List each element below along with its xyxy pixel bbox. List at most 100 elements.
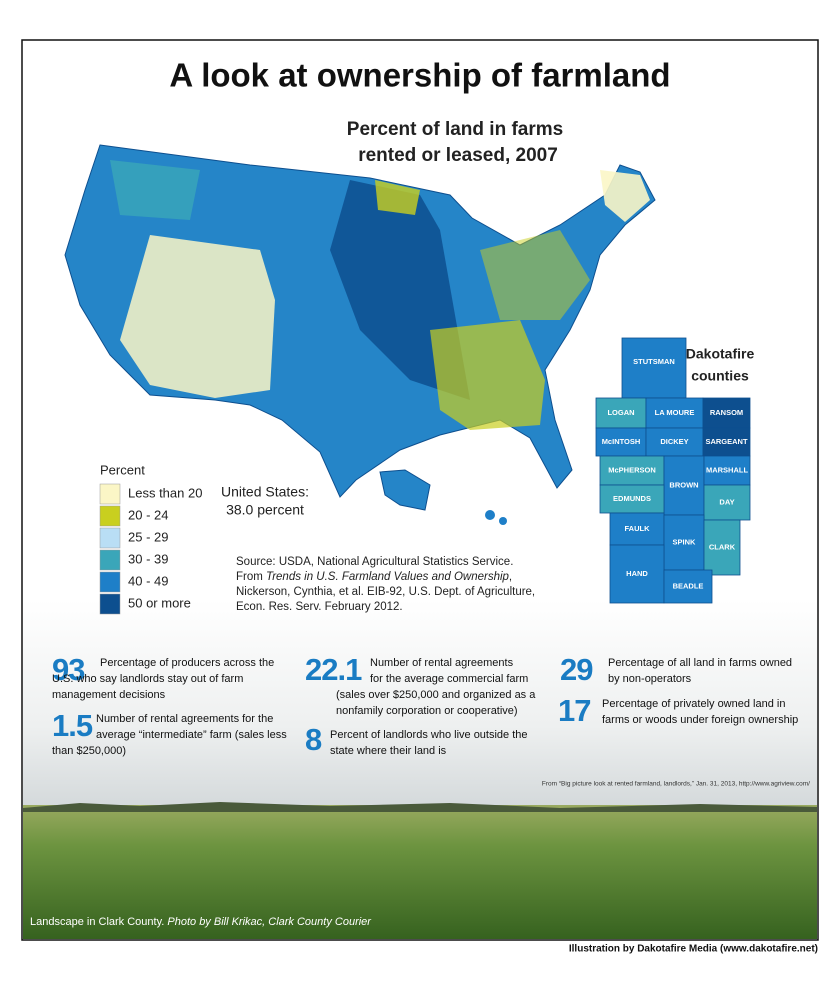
stat-value: 22.1 — [305, 652, 362, 687]
county — [645, 397, 704, 429]
stat-text: Number of rental agreements — [370, 657, 514, 669]
county-name: LA MOURE — [655, 408, 695, 417]
county-name: HAND — [626, 569, 648, 578]
source: Source: USDA, National Agricultural Stat… — [236, 556, 535, 613]
stats: 93 Percentage of producers across the U.S.… — [52, 652, 798, 757]
us-total-label: United States: — [221, 484, 309, 500]
stat-value: 1.5 — [52, 708, 93, 743]
source-line: Econ. Res. Serv. February 2012. — [236, 601, 403, 613]
county-name: DAY — [719, 497, 734, 506]
county — [599, 484, 665, 514]
county-name: BEADLE — [673, 581, 704, 590]
county-map: STUTSMAN LOGAN LA MOURE RANSOM McINTOSH DICKE… — [595, 337, 751, 604]
county-name: RANSOM — [710, 408, 743, 417]
stat-text: Percentage of all land in farms owned — [608, 657, 792, 669]
legend-label: 30 - 39 — [128, 551, 168, 566]
sky — [23, 600, 817, 810]
stat-text: Number of rental agreements for the — [96, 713, 273, 725]
credit: Illustration by Dakotafire Media (www.da… — [569, 944, 818, 955]
tree-line — [23, 802, 817, 812]
legend-swatch — [99, 549, 121, 571]
title: A look at ownership of farmland — [169, 57, 670, 94]
county-name: STUTSMAN — [633, 357, 675, 366]
stat-text: U.S. who say landlords stay out of farm — [52, 673, 243, 685]
county — [663, 455, 705, 516]
hawaii — [485, 510, 495, 520]
stat-text: Percent of landlords who live outside th… — [330, 729, 528, 741]
county — [702, 427, 751, 457]
legend: Less than 20 20 - 24 25 - 29 30 - 39 40 - 49… — [99, 483, 202, 615]
stat-value: 93 — [52, 652, 85, 687]
stat-value: 17 — [558, 693, 590, 728]
stat-value: 29 — [560, 652, 593, 687]
stat-text: management decisions — [52, 689, 166, 701]
stat-text: for the average commercial farm — [370, 673, 528, 685]
county-name: DICKEY — [660, 437, 688, 446]
legend-swatch — [99, 593, 121, 615]
source-text: From — [236, 571, 266, 583]
county — [703, 519, 741, 576]
region — [120, 235, 275, 398]
legend-label: 40 - 49 — [128, 573, 168, 588]
county — [702, 397, 751, 429]
map-title: Percent of land in farms — [347, 119, 563, 140]
legend-title: Percent — [100, 462, 145, 477]
region — [600, 170, 650, 222]
caption-place: Landscape in Clark County. — [30, 916, 164, 928]
stat-text: (sales over $250,000 and organized as a — [336, 689, 536, 701]
legend-swatch — [99, 571, 121, 593]
county-name: CLARK — [709, 542, 736, 551]
legend-label: 50 or more — [128, 595, 191, 610]
source-line: Nickerson, Cynthia, et al. EIB-92, U.S. … — [236, 586, 535, 598]
legend-label: Less than 20 — [128, 485, 202, 500]
citation: From “Big picture look at rented farmlan… — [542, 781, 810, 788]
stat-value: 8 — [305, 722, 322, 757]
legend-swatch — [99, 483, 121, 505]
us-map — [64, 144, 656, 525]
county-name: McINTOSH — [602, 437, 641, 446]
stat-text: farms or woods under foreign ownership — [602, 714, 798, 726]
stat-text: Percentage of privately owned land in — [602, 698, 785, 710]
legend-label: 20 - 24 — [128, 507, 168, 522]
county — [595, 427, 647, 457]
stat-text: average “intermediate” farm (sales less — [96, 729, 287, 741]
source-line: Source: USDA, National Agricultural Stat… — [236, 556, 513, 568]
county — [663, 569, 713, 604]
county — [703, 455, 751, 486]
region — [110, 160, 200, 220]
legend-label: 25 - 29 — [128, 529, 168, 544]
stat-text: state where their land is — [330, 745, 447, 757]
caption-credit: Photo by Bill Krikac, Clark County Couri… — [167, 916, 372, 928]
region — [375, 180, 420, 215]
source-title: Trends in U.S. Farmland Values and Owner… — [266, 571, 509, 583]
photo-caption: Landscape in Clark County. Photo by Bill… — [30, 916, 372, 928]
map-title: rented or leased, 2007 — [358, 145, 558, 166]
source-line: From Trends in U.S. Farmland Values and … — [236, 571, 512, 583]
stat-text: Percentage of producers across the — [100, 657, 274, 669]
county-name: MARSHALL — [706, 465, 748, 474]
hawaii — [499, 517, 507, 525]
county-map-title: Dakotafire — [686, 346, 755, 362]
county-name: BROWN — [669, 480, 698, 489]
county — [609, 512, 665, 546]
stat-text: nonfamily corporation or cooperative) — [336, 705, 518, 717]
county-name: EDMUNDS — [613, 494, 651, 503]
county — [645, 427, 704, 457]
county-name: SARGEANT — [705, 437, 748, 446]
county-name: McPHERSON — [608, 465, 656, 474]
region — [430, 320, 545, 430]
county — [609, 544, 665, 604]
county-name: LOGAN — [607, 408, 634, 417]
stat-text: than $250,000) — [52, 745, 126, 757]
county-name: FAULK — [625, 524, 651, 533]
legend-swatch — [99, 505, 121, 527]
county — [595, 397, 647, 429]
county-name: SPINK — [673, 537, 697, 546]
county — [621, 337, 687, 399]
stat-text: by non-operators — [608, 673, 692, 685]
region — [480, 230, 590, 320]
alaska — [379, 469, 431, 511]
legend-swatch — [99, 527, 121, 549]
